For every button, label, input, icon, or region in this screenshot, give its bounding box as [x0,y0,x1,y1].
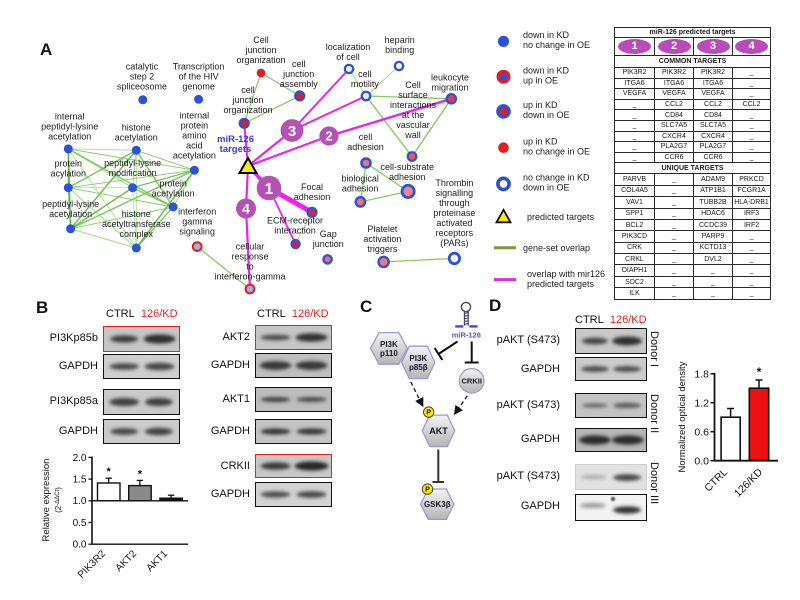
svg-text:CTRL: CTRL [702,466,730,494]
svg-text:predicted targets: predicted targets [527,212,595,222]
svg-text:AKT2: AKT2 [114,548,140,574]
svg-text:1.5: 1.5 [73,475,87,486]
svg-text:0.0: 0.0 [73,540,87,551]
svg-text:1.8: 1.8 [694,368,709,380]
svg-text:PIK3R2: PIK3R2 [76,548,108,580]
svg-text:miR-126: miR-126 [452,331,481,340]
svg-text:(2-ΔΔCt): (2-ΔΔCt) [54,487,63,513]
svg-text:CRKII: CRKII [461,377,481,386]
svg-text:P: P [426,410,431,417]
svg-text:Relative expression: Relative expression [41,459,52,542]
svg-text:Normalized optical density: Normalized optical density [677,361,688,472]
svg-text:AKT1: AKT1 [145,548,171,574]
svg-text:AKT: AKT [429,426,448,436]
svg-text:0.6: 0.6 [694,426,709,438]
svg-text:2.0: 2.0 [73,453,87,464]
svg-text:1.2: 1.2 [694,397,709,409]
svg-text:P: P [425,487,430,494]
svg-text:GSK3β: GSK3β [424,500,451,509]
svg-text:1.0: 1.0 [73,496,87,507]
svg-text:0.5: 0.5 [73,518,87,529]
svg-text:gene-set overlap: gene-set overlap [523,243,590,253]
svg-text:1: 1 [265,181,274,198]
svg-text:*: * [757,365,762,379]
svg-text:*: * [107,466,112,478]
svg-text:126/KD: 126/KD [732,466,766,500]
svg-text:4: 4 [242,201,250,217]
svg-text:2: 2 [325,129,332,144]
svg-text:3: 3 [288,123,296,140]
svg-text:*: * [138,468,143,480]
svg-text:0.0: 0.0 [694,455,709,467]
